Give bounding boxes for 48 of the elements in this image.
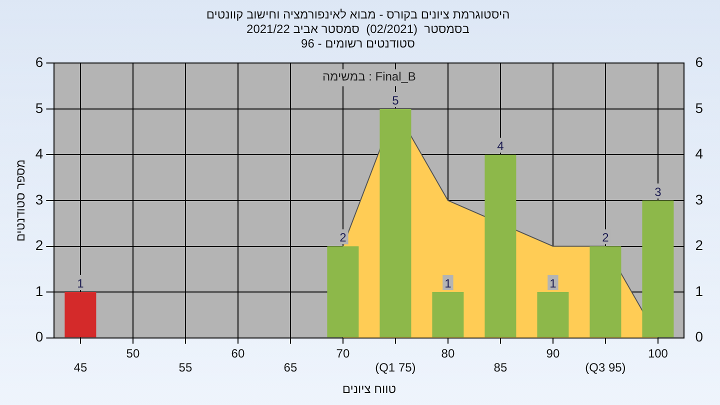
bar	[432, 292, 464, 338]
x-tick-label: 65	[284, 360, 298, 375]
x-tick-label: 55	[178, 360, 192, 375]
bar	[484, 154, 516, 338]
y2-tick-label: 1	[695, 282, 704, 299]
y2-tick-label: 6	[695, 54, 704, 70]
y-tick-label: 5	[35, 100, 44, 116]
data-label: 2	[602, 230, 610, 245]
text: סטודנטים רשומים - 96	[301, 36, 415, 50]
x-tick-label: 60	[231, 346, 245, 360]
y-axis-title: מספר סטודנטים	[14, 159, 28, 242]
x-tick-label: 70	[336, 346, 350, 360]
annotation: במשימה : Final_B	[322, 70, 416, 84]
x-tick-label: 45	[74, 360, 88, 375]
x-tick-label: 100	[648, 346, 668, 360]
y2-tick-label: 5	[695, 100, 704, 116]
bar	[642, 200, 674, 338]
y2-tick-label: 0	[695, 328, 704, 345]
y2-tick-label: 2	[695, 237, 704, 254]
y-tick-label: 4	[35, 146, 44, 162]
bar	[327, 246, 359, 338]
bar	[64, 292, 96, 338]
x-tick-label: 90	[546, 346, 560, 360]
y-tick-label: 3	[35, 191, 44, 208]
y-tick-label: 0	[35, 328, 44, 345]
y2-tick-label: 3	[695, 191, 704, 208]
x-tick-label: (Q3 95)	[585, 360, 626, 375]
x-axis-title: טווח ציונים	[342, 382, 396, 396]
x-tick-label: 50	[126, 346, 140, 360]
chart-title: היסטוגרמת ציונים בקורס - מבוא לאינפורמציה וחישוב קוונטים	[206, 8, 510, 22]
x-tick-label: 85	[494, 360, 508, 375]
data-label: 3	[654, 184, 662, 199]
y-tick-label: 6	[35, 54, 44, 70]
bar	[537, 292, 569, 338]
data-label: 1	[444, 276, 452, 290]
y-tick-label: 1	[35, 282, 44, 299]
data-label: 1	[77, 276, 84, 290]
data-label: 4	[497, 139, 504, 154]
text: בסמסטר (02/2021) סמסטר אביב 2021/22	[246, 22, 470, 36]
data-label: 2	[340, 230, 347, 245]
y2-tick-label: 4	[695, 146, 704, 162]
data-label: 5	[392, 93, 400, 108]
x-tick-label: (Q1 75)	[375, 360, 416, 375]
data-label: 1	[550, 276, 557, 290]
y-tick-label: 2	[35, 237, 44, 254]
bar	[380, 108, 412, 338]
bar	[590, 246, 622, 338]
x-tick-label: 80	[441, 346, 455, 360]
